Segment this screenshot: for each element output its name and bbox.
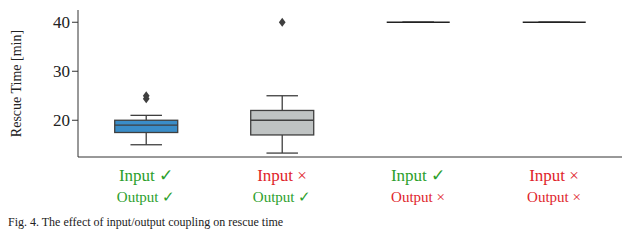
svg-text:Rescue Time [min]: Rescue Time [min]	[9, 30, 24, 137]
svg-text:Input ×: Input ×	[257, 166, 307, 185]
svg-text:Input ×: Input ×	[529, 166, 579, 185]
svg-text:Output ×: Output ×	[527, 189, 581, 205]
svg-text:Output ✓: Output ✓	[253, 189, 311, 205]
svg-text:40: 40	[53, 13, 70, 32]
svg-text:Output ×: Output ×	[391, 189, 445, 205]
svg-text:Input ✓: Input ✓	[119, 166, 173, 185]
svg-text:30: 30	[53, 62, 70, 81]
html-text:Fig. 4. The effect of input/ou: Fig. 4. The effect of input/output coupl…	[8, 215, 284, 229]
svg-text:Output ✓: Output ✓	[117, 189, 175, 205]
svg-text:Input ✓: Input ✓	[391, 166, 445, 185]
svg-text:20: 20	[53, 111, 70, 130]
